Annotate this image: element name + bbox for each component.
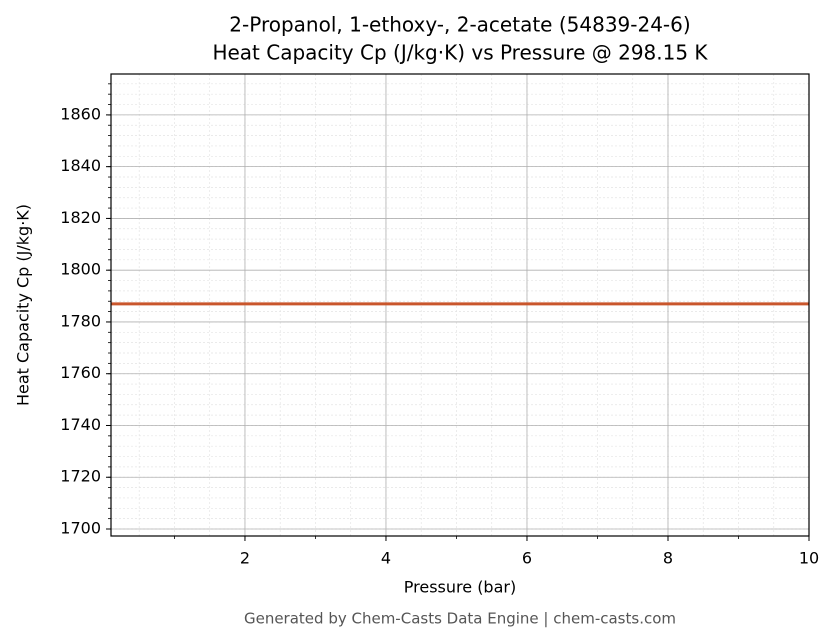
y-tick-label: 1700 <box>60 519 101 538</box>
x-tick-label: 10 <box>799 549 819 568</box>
footer: Generated by Chem-Casts Data Engine | ch… <box>244 610 676 628</box>
y-tick-label: 1720 <box>60 467 101 486</box>
chart-title: 2-Propanol, 1-ethoxy-, 2-acetate (54839-… <box>229 13 690 37</box>
y-tick-label: 1760 <box>60 363 101 382</box>
y-tick-label: 1820 <box>60 208 101 227</box>
y-tick-label: 1740 <box>60 415 101 434</box>
x-tick-label: 6 <box>522 549 532 568</box>
chart-subtitle: Heat Capacity Cp (J/kg·K) vs Pressure @ … <box>212 41 708 65</box>
plot-frame <box>110 73 810 537</box>
x-tick-label: 2 <box>240 549 250 568</box>
y-axis-label: Heat Capacity Cp (J/kg·K) <box>14 204 33 406</box>
y-tick-label: 1780 <box>60 311 101 330</box>
y-tick-label: 1860 <box>60 104 101 123</box>
x-axis-label: Pressure (bar) <box>404 578 516 597</box>
x-tick-label: 8 <box>663 549 673 568</box>
x-tick-label: 4 <box>381 549 391 568</box>
y-tick-label: 1800 <box>60 260 101 279</box>
y-tick-label: 1840 <box>60 156 101 175</box>
